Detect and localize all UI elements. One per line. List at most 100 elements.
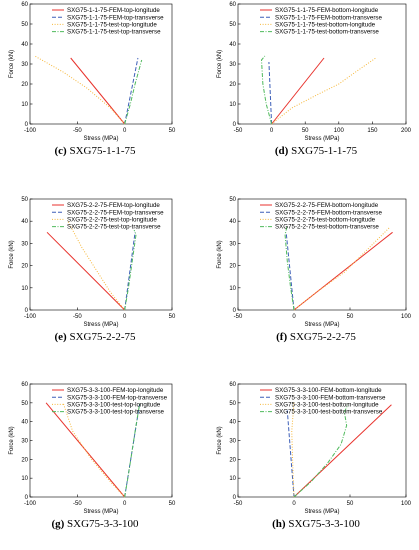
x-tick-label: 50 bbox=[347, 501, 354, 507]
y-tick-label: 10 bbox=[21, 102, 28, 108]
legend-entry: SXG75-3-3-100-test-top-transverse bbox=[67, 409, 165, 416]
series-line bbox=[62, 402, 126, 498]
series-line bbox=[124, 229, 137, 311]
x-tick-label: -100 bbox=[24, 314, 37, 320]
legend-entry: SXG75-3-3-100-test-bottom-longitude bbox=[275, 402, 379, 409]
panel-caption-letter: (f) bbox=[276, 331, 287, 343]
x-tick-label: 100 bbox=[401, 501, 412, 507]
y-tick-label: 0 bbox=[25, 122, 29, 128]
x-tick-label: -50 bbox=[234, 501, 243, 507]
y-tick-label: 40 bbox=[21, 219, 28, 225]
series-line bbox=[34, 55, 126, 125]
panel-caption: (g) SXG75-3-3-100 bbox=[51, 518, 139, 530]
series-line bbox=[124, 402, 141, 498]
y-axis-label: Force (kN) bbox=[9, 240, 15, 268]
y-tick-label: 30 bbox=[21, 439, 28, 445]
panel-caption-text: SXG75-3-3-100 bbox=[64, 518, 139, 530]
x-tick-label: -50 bbox=[234, 314, 243, 320]
y-tick-label: 60 bbox=[229, 2, 236, 8]
legend-entry: SXG75-2-2-75-test-bottom-longitude bbox=[275, 217, 376, 224]
legend-entry: SXG75-1-1-75-test-top-transverse bbox=[67, 29, 161, 36]
x-tick-label: 0 bbox=[123, 501, 127, 507]
series-line bbox=[291, 402, 295, 498]
y-tick-label: 20 bbox=[229, 457, 236, 463]
x-tick-label: -50 bbox=[73, 128, 82, 134]
x-tick-label: 50 bbox=[169, 314, 176, 320]
panel-caption-text: SXG75-1-1-75 bbox=[288, 145, 357, 157]
plot-frame bbox=[237, 198, 407, 311]
series-line bbox=[293, 227, 390, 311]
y-tick-label: 0 bbox=[233, 122, 237, 128]
legend-entry: SXG75-3-3-100-FEM-bottom-transverse bbox=[275, 394, 386, 401]
legend-entry: SXG75-2-2-75-FEM-top-longitude bbox=[67, 202, 160, 209]
x-tick-label: -50 bbox=[73, 501, 82, 507]
y-tick-label: 10 bbox=[21, 286, 28, 292]
x-tick-label: 0 bbox=[292, 501, 296, 507]
legend-entry: SXG75-1-1-75-FEM-bottom-longitude bbox=[275, 7, 379, 14]
x-tick-label: 200 bbox=[401, 128, 412, 134]
series-line bbox=[261, 55, 273, 125]
x-tick-label: 50 bbox=[347, 314, 354, 320]
y-tick-label: 0 bbox=[233, 308, 237, 314]
legend-entry: SXG75-2-2-75-FEM-top-transverse bbox=[67, 209, 164, 216]
y-tick-label: 10 bbox=[21, 476, 28, 482]
x-tick-label: 0 bbox=[123, 128, 127, 134]
x-tick-label: 150 bbox=[367, 128, 378, 134]
y-axis-label: Force (kN) bbox=[9, 426, 15, 454]
panel-caption: (c) SXG75-1-1-75 bbox=[55, 145, 136, 157]
y-axis-label: Force (kN) bbox=[217, 240, 223, 268]
y-tick-label: 50 bbox=[229, 197, 236, 203]
legend-entry: SXG75-3-3-100-FEM-bottom-longitude bbox=[275, 387, 382, 394]
chart-panel: -100 -50 0 50 0 10 20 30 40 50 Stress (MPa) Force (… bbox=[9, 197, 176, 343]
panel-caption-text: SXG75-1-1-75 bbox=[67, 145, 136, 157]
x-tick-label: -50 bbox=[73, 314, 82, 320]
x-tick-label: 50 bbox=[169, 128, 176, 134]
y-tick-label: 30 bbox=[229, 241, 236, 247]
panel-caption-letter: (d) bbox=[275, 145, 289, 157]
y-tick-label: 30 bbox=[21, 241, 28, 247]
y-tick-label: 30 bbox=[229, 439, 236, 445]
series-line bbox=[124, 59, 143, 125]
x-tick-label: -100 bbox=[24, 128, 37, 134]
series-line bbox=[124, 232, 136, 311]
plot-frame bbox=[29, 198, 173, 311]
legend-entry: SXG75-2-2-75-FEM-bottom-longitude bbox=[275, 202, 379, 209]
legend-entry: SXG75-1-1-75-test-top-longitude bbox=[67, 22, 157, 29]
series-line bbox=[70, 57, 126, 125]
y-tick-label: 60 bbox=[21, 2, 28, 8]
y-tick-label: 20 bbox=[21, 457, 28, 463]
x-axis-label: Stress (MPa) bbox=[83, 509, 118, 515]
y-tick-label: 60 bbox=[21, 382, 28, 388]
panel-caption: (h) SXG75-3-3-100 bbox=[272, 518, 360, 530]
y-tick-label: 10 bbox=[229, 102, 236, 108]
series-line bbox=[286, 410, 295, 498]
series-line bbox=[293, 404, 392, 498]
x-tick-label: -50 bbox=[234, 128, 243, 134]
y-tick-label: 50 bbox=[21, 197, 28, 203]
y-tick-label: 40 bbox=[21, 420, 28, 426]
x-axis-label: Stress (MPa) bbox=[83, 322, 118, 328]
panel-caption: (d) SXG75-1-1-75 bbox=[275, 145, 358, 157]
series-line bbox=[45, 402, 126, 498]
panel-caption-text: SXG75-2-2-75 bbox=[287, 331, 356, 343]
series-line bbox=[271, 57, 325, 125]
legend-entry: SXG75-3-3-100-FEM-top-longitude bbox=[67, 387, 164, 394]
series-line bbox=[67, 220, 126, 311]
x-axis-label: Stress (MPa) bbox=[83, 136, 118, 142]
y-axis-label: Force (kN) bbox=[217, 426, 223, 454]
y-tick-label: 40 bbox=[229, 420, 236, 426]
x-tick-label: -100 bbox=[24, 501, 37, 507]
legend-entry: SXG75-2-2-75-test-top-transverse bbox=[67, 224, 161, 231]
series-line bbox=[285, 232, 295, 311]
x-tick-label: 100 bbox=[401, 314, 412, 320]
panel-caption-letter: (e) bbox=[55, 331, 68, 343]
legend-entry: SXG75-3-3-100-test-bottom-transverse bbox=[275, 409, 383, 416]
y-tick-label: 0 bbox=[25, 308, 29, 314]
y-axis-label: Force (kN) bbox=[217, 50, 223, 78]
y-tick-label: 50 bbox=[21, 401, 28, 407]
panel-caption-letter: (c) bbox=[55, 145, 68, 157]
